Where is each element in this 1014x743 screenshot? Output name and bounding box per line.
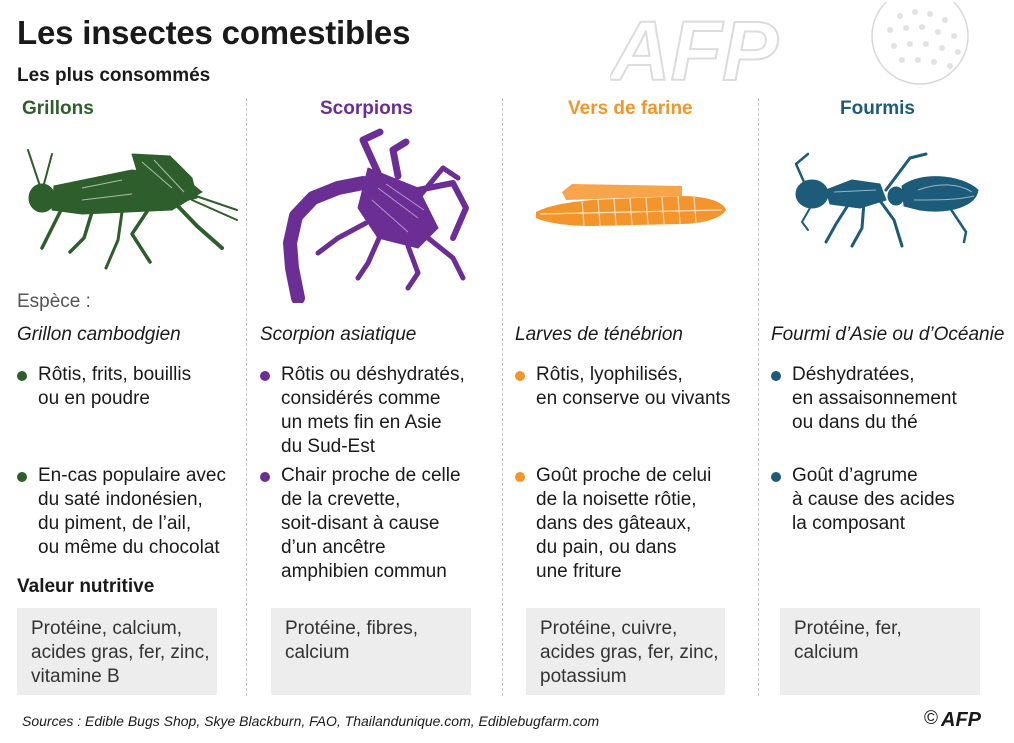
column-divider — [502, 98, 503, 696]
bullet-dot-icon — [260, 371, 270, 381]
nutrition-box: Protéine, calcium, acides gras, fer, zinc… — [17, 608, 217, 695]
species-name: Larves de ténébrion — [515, 324, 683, 345]
taste-bullet: Goût d’agrume à cause des acides la compos… — [771, 464, 1006, 536]
page-subtitle: Les plus consommés — [17, 65, 211, 86]
bullet-dot-icon — [771, 371, 781, 381]
taste-bullet: Chair proche de celle de la crevette, soit… — [260, 464, 495, 584]
sources-text: Sources : Edible Bugs Shop, Skye Blackbu… — [22, 713, 600, 729]
copyright: © AFP — [924, 708, 999, 730]
preparation-bullet: Rôtis, frits, bouillis ou en poudre — [17, 363, 242, 411]
mealworm-illustration — [536, 184, 726, 227]
scorpion-illustration — [283, 128, 469, 303]
species-name: Scorpion asiatique — [260, 324, 417, 345]
column-heading-grillons: Grillons — [22, 98, 94, 119]
bullet-dot-icon — [17, 371, 27, 381]
column-heading-scorpions: Scorpions — [320, 98, 413, 119]
nutrition-title: Valeur nutritive — [17, 576, 155, 597]
cricket-illustration — [27, 149, 238, 270]
preparation-bullet: Rôtis ou déshydratés, considérés comme un … — [260, 363, 495, 459]
species-name: Fourmi d’Asie ou d’Océanie — [771, 324, 1005, 345]
nutrition-box: Protéine, cuivre, acides gras, fer, zinc,… — [526, 608, 725, 695]
nutrition-box: Protéine, fer, calcium — [780, 608, 980, 695]
bullet-dot-icon — [515, 371, 525, 381]
afp-watermark-logo: AFP — [610, 2, 969, 90]
afp-logo: AFP — [941, 709, 982, 730]
column-heading-fourmis: Fourmis — [840, 98, 915, 119]
page-title: Les insectes comestibles — [17, 14, 411, 51]
nutrition-box: Protéine, fibres, calcium — [271, 608, 471, 695]
taste-bullet: Goût proche de celui de la noisette rôtie… — [515, 464, 750, 584]
bullet-dot-icon — [771, 472, 781, 482]
column-divider — [758, 98, 759, 696]
species-name: Grillon cambodgien — [17, 324, 181, 345]
preparation-bullet: Rôtis, lyophilisés, en conserve ou vivant… — [515, 363, 755, 411]
svg-text:AFP: AFP — [941, 709, 982, 730]
bullet-dot-icon — [17, 472, 27, 482]
copyright-symbol: © — [924, 708, 938, 729]
preparation-bullet: Déshydratées, en assaisonnement ou dans du… — [771, 363, 1006, 435]
bullet-dot-icon — [260, 472, 270, 482]
taste-bullet: En-cas populaire avec du saté indonésien,… — [17, 464, 242, 560]
column-heading-vers-de-farine: Vers de farine — [568, 98, 693, 119]
bullet-dot-icon — [515, 472, 525, 482]
watermark-text: AFP — [610, 4, 779, 90]
ant-illustration — [794, 152, 979, 248]
column-divider — [246, 98, 247, 696]
species-label: Espèce : — [17, 291, 91, 312]
